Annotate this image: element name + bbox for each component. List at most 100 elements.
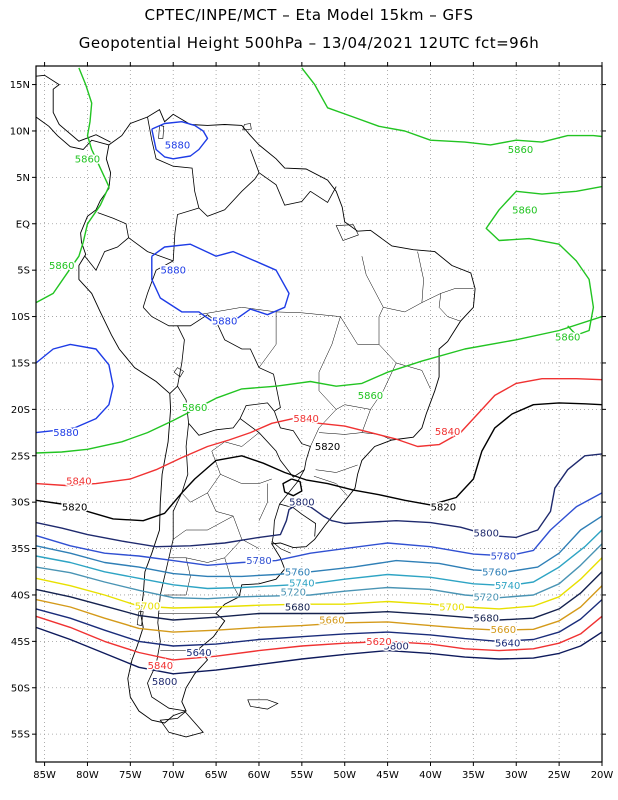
state-border [383,251,424,313]
contour-label-5720: 5720 [281,588,306,599]
state-border [207,474,260,549]
south-america-coastline [78,108,476,724]
state-border [313,475,348,496]
contour-label-5800: 5800 [383,642,408,653]
contour-5760 [35,515,603,578]
lon-tick-label: 85W [33,770,56,781]
country-border [198,149,260,217]
lat-tick-label: 30S [11,498,30,509]
contour-label-5820: 5820 [62,502,87,513]
contour-label-5740: 5740 [289,578,314,589]
contour-label-5840: 5840 [148,661,173,672]
country-border [142,307,185,394]
contour-label-5660: 5660 [319,616,344,627]
contour-5700 [35,557,603,610]
country-border [128,237,174,262]
lat-tick-label: 55S [11,730,30,741]
contour-5860 [35,315,603,454]
contour-5680 [35,571,603,621]
lat-tick-label: 5S [17,266,30,277]
lat-tick-label: 10S [11,312,30,323]
contour-label-5880: 5880 [165,140,190,151]
lon-tick-label: 25W [548,770,571,781]
state-border [224,557,240,597]
country-border [84,212,130,271]
lon-tick-label: 55W [291,770,314,781]
lon-tick-label: 65W [205,770,228,781]
contour-label-5840: 5840 [66,476,91,487]
map-frame [35,65,603,763]
state-border [211,432,272,484]
contour-label-5880: 5880 [160,266,185,277]
state-border [315,464,358,473]
contour-label-5860: 5860 [555,332,580,343]
contour-label-5760: 5760 [482,567,507,578]
lat-tick-label: 20S [11,405,30,416]
contour-5620 [35,615,603,661]
lon-tick-label: 60W [248,770,271,781]
lat-tick-label: 15S [11,358,30,369]
lon-tick-label: 40W [419,770,442,781]
central-america-coastline [35,74,111,143]
contour-label-5880: 5880 [212,317,237,328]
contour-label-5860: 5860 [512,205,537,216]
lat-tick-label: 25S [11,451,30,462]
title-line-2: Geopotential Height 500hPa – 13/04/2021 … [78,34,540,52]
contour-label-5880: 5880 [53,428,78,439]
lon-tick-label: 45W [376,770,399,781]
lon-tick-label: 75W [119,770,142,781]
contour-5780 [35,492,603,566]
trinidad-island [242,123,252,131]
contour-label-5700: 5700 [439,603,464,614]
lon-tick-label: 50W [333,770,356,781]
river-plate [271,540,291,554]
contour-label-5720: 5720 [474,592,499,603]
tierra-del-fuego [159,711,204,738]
contour-label-5780: 5780 [491,551,516,562]
lon-tick-label: 20W [591,770,614,781]
state-border [181,492,208,503]
contour-5840 [35,378,603,487]
contour-5860 [485,185,603,336]
state-border [378,344,431,390]
contour-label-5700: 5700 [135,602,160,613]
state-border [173,515,234,540]
contour-label-5800: 5800 [152,677,177,688]
contour-label-5860: 5860 [508,145,533,156]
lat-tick-label: 45S [11,637,30,648]
contour-5880 [35,343,114,434]
contour-label-5860: 5860 [75,154,100,165]
country-border [278,469,317,537]
lon-tick-label: 30W [505,770,528,781]
lake-titicaca [173,367,184,378]
lat-tick-label: EQ [16,219,30,230]
contour-5820 [282,478,303,497]
lat-tick-label: 50S [11,683,30,694]
contour-label-5860: 5860 [182,403,207,414]
contour-label-5860: 5860 [49,261,74,272]
contour-5880 [151,121,209,160]
country-border [239,411,311,478]
state-border [421,288,474,303]
state-border [438,293,461,322]
lat-tick-label: 15N [10,80,30,91]
state-border [340,256,384,345]
country-border [147,116,200,209]
country-border [177,385,275,436]
contour-label-5680: 5680 [285,603,310,614]
contour-label-5680: 5680 [474,614,499,625]
contour-label-5840: 5840 [435,427,460,438]
contour-label-5840: 5840 [293,414,318,425]
lon-tick-label: 80W [76,770,99,781]
lat-tick-label: 10N [10,126,30,137]
contour-5720 [35,543,603,600]
contour-label-5780: 5780 [246,556,271,567]
contour-5860 [301,67,603,146]
state-border [258,311,277,368]
state-border [318,409,371,435]
contour-label-5760: 5760 [285,567,310,578]
country-border [271,503,280,544]
contour-5640 [35,599,603,647]
contour-5600 [35,626,603,675]
